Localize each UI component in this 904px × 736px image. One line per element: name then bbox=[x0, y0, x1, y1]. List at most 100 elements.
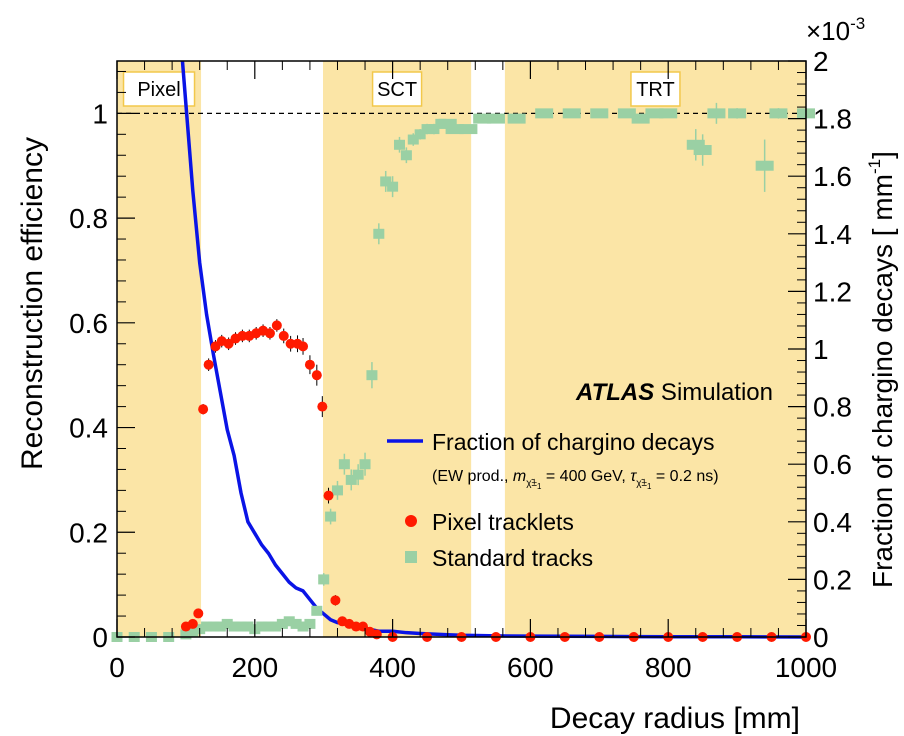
pixel-tracklet-point bbox=[317, 401, 328, 412]
x-tick-label: 400 bbox=[369, 652, 416, 683]
legend-note-tau-val: = 0.2 ns) bbox=[651, 468, 718, 485]
standard-track-point bbox=[359, 459, 371, 470]
y-right-tick-label: 1.2 bbox=[813, 276, 852, 307]
region-sct bbox=[323, 61, 472, 637]
standard-track-point bbox=[562, 108, 581, 119]
y-right-tick-label: 0.6 bbox=[813, 449, 852, 480]
y-right-tick-label: 1.8 bbox=[813, 104, 852, 135]
standard-track-point bbox=[276, 618, 288, 629]
y-tick-label: 0 bbox=[92, 622, 108, 653]
y-right-tick-label: 0.4 bbox=[813, 507, 852, 538]
pixel-tracklet-point bbox=[278, 330, 289, 341]
pixel-tracklet-point bbox=[351, 621, 362, 632]
pixel-tracklet-point bbox=[285, 338, 296, 349]
standard-track-point bbox=[755, 160, 774, 171]
region-label-box-sct bbox=[371, 71, 423, 107]
standard-track-point bbox=[459, 124, 478, 135]
standard-track-point bbox=[207, 621, 219, 632]
standard-track-point bbox=[373, 228, 385, 239]
standard-track-point bbox=[645, 108, 664, 119]
standard-track-point bbox=[304, 618, 316, 629]
standard-track-point bbox=[686, 139, 705, 150]
standard-track-point bbox=[269, 621, 281, 632]
legend-note-m-sub: χ̃± bbox=[526, 478, 537, 489]
pixel-tracklet-point bbox=[187, 618, 198, 629]
y-right-multiplier: ×10-3 bbox=[806, 14, 865, 46]
standard-track-point bbox=[438, 118, 457, 129]
standard-track-point bbox=[201, 621, 213, 632]
pixel-tracklet-point bbox=[371, 629, 382, 640]
pixel-tracklet-point bbox=[271, 320, 282, 331]
standard-track-point bbox=[235, 621, 247, 632]
y-right-tick-label: 1 bbox=[813, 334, 829, 365]
standard-track-point bbox=[325, 511, 337, 522]
legend-square-marker bbox=[405, 551, 417, 563]
standard-track-point bbox=[228, 621, 240, 632]
standard-track-point bbox=[535, 108, 554, 119]
standard-track-point bbox=[631, 113, 650, 124]
y-right-tick-label: 1.6 bbox=[813, 161, 852, 192]
y-tick-label: 0.4 bbox=[69, 413, 108, 444]
region-label-sct: SCT bbox=[377, 79, 417, 101]
standard-track-point bbox=[290, 618, 302, 629]
region-label-pixel: Pixel bbox=[137, 79, 180, 101]
legend-note: (EW prod., mχ̃±1 = 400 GeV, τχ̃±1 = 0.2 … bbox=[432, 468, 719, 491]
pixel-tracklet-point bbox=[311, 370, 322, 381]
legend-label-pixel: Pixel tracklets bbox=[432, 509, 574, 535]
axis-ticks: 0 200 400 600 800 100000.20.40.60.8100.20.40.… bbox=[69, 46, 852, 683]
legend-label-chargino: Fraction of chargino decays bbox=[432, 429, 715, 455]
pixel-tracklet-point bbox=[223, 338, 234, 349]
standard-track-point bbox=[263, 621, 275, 632]
standard-track-point bbox=[380, 176, 392, 187]
atlas-label-bold: ATLAS bbox=[575, 379, 654, 406]
pixel-tracklet-point bbox=[193, 608, 204, 619]
pixel-tracklet-point bbox=[203, 359, 214, 370]
standard-track-point bbox=[345, 474, 357, 485]
detector-regions: Pixel SCT TRT bbox=[117, 61, 806, 637]
standard-track-point bbox=[659, 108, 678, 119]
y-right-axis-title: Fraction of chargino decays [ mm-1] bbox=[865, 151, 898, 588]
y-right-tick-label: 0.8 bbox=[813, 392, 852, 423]
pixel-tracklet-point bbox=[330, 595, 341, 606]
x-tick-label: 1000 bbox=[775, 652, 837, 683]
standard-track-point bbox=[331, 485, 343, 496]
standard-track-point bbox=[338, 459, 350, 470]
standard-track-point bbox=[507, 113, 526, 124]
y-right-multiplier-base: ×10 bbox=[806, 16, 850, 46]
region-trt bbox=[504, 61, 806, 637]
standard-track-point bbox=[352, 469, 364, 480]
standard-track-point bbox=[617, 108, 636, 119]
standard-track-point bbox=[693, 145, 712, 156]
x-tick-label: 0 bbox=[109, 652, 125, 683]
standard-track-point bbox=[256, 621, 268, 632]
y-right-tick-label: 1.4 bbox=[813, 219, 852, 250]
x-axis-title: Decay radius [mm] bbox=[550, 702, 800, 735]
legend-note-tau-sub: χ̃± bbox=[636, 478, 647, 489]
y-tick-label: 0.6 bbox=[69, 308, 108, 339]
standard-track-point bbox=[366, 370, 378, 381]
pixel-tracklet-point bbox=[323, 490, 334, 501]
legend-label-standard: Standard tracks bbox=[432, 545, 593, 571]
standard-track-point bbox=[707, 108, 726, 119]
y-right-title-sup: -1 bbox=[865, 159, 884, 174]
standard-track-point bbox=[421, 124, 433, 135]
pixel-tracklet-point bbox=[304, 359, 315, 370]
legend-note-m: m bbox=[513, 468, 526, 485]
x-tick-label: 600 bbox=[507, 652, 554, 683]
y-axis-title: Reconstruction efficiency bbox=[16, 137, 49, 470]
pixel-tracklet-point bbox=[298, 341, 309, 352]
pixel-tracklet-point bbox=[198, 404, 209, 415]
y-right-title-end: ] bbox=[867, 151, 898, 159]
standard-track-point bbox=[400, 150, 412, 161]
y-right-tick-label: 2 bbox=[813, 46, 829, 77]
standard-track-point bbox=[187, 626, 199, 637]
pixel-tracklet-point bbox=[237, 330, 248, 341]
standard-track-point bbox=[311, 605, 323, 616]
standard-track-point bbox=[769, 108, 788, 119]
standard-track-point bbox=[221, 618, 233, 629]
standard-track-point bbox=[283, 616, 295, 627]
y-tick-label: 1 bbox=[92, 98, 108, 129]
y-tick-label: 0.8 bbox=[69, 203, 108, 234]
standard-track-point bbox=[414, 129, 426, 140]
